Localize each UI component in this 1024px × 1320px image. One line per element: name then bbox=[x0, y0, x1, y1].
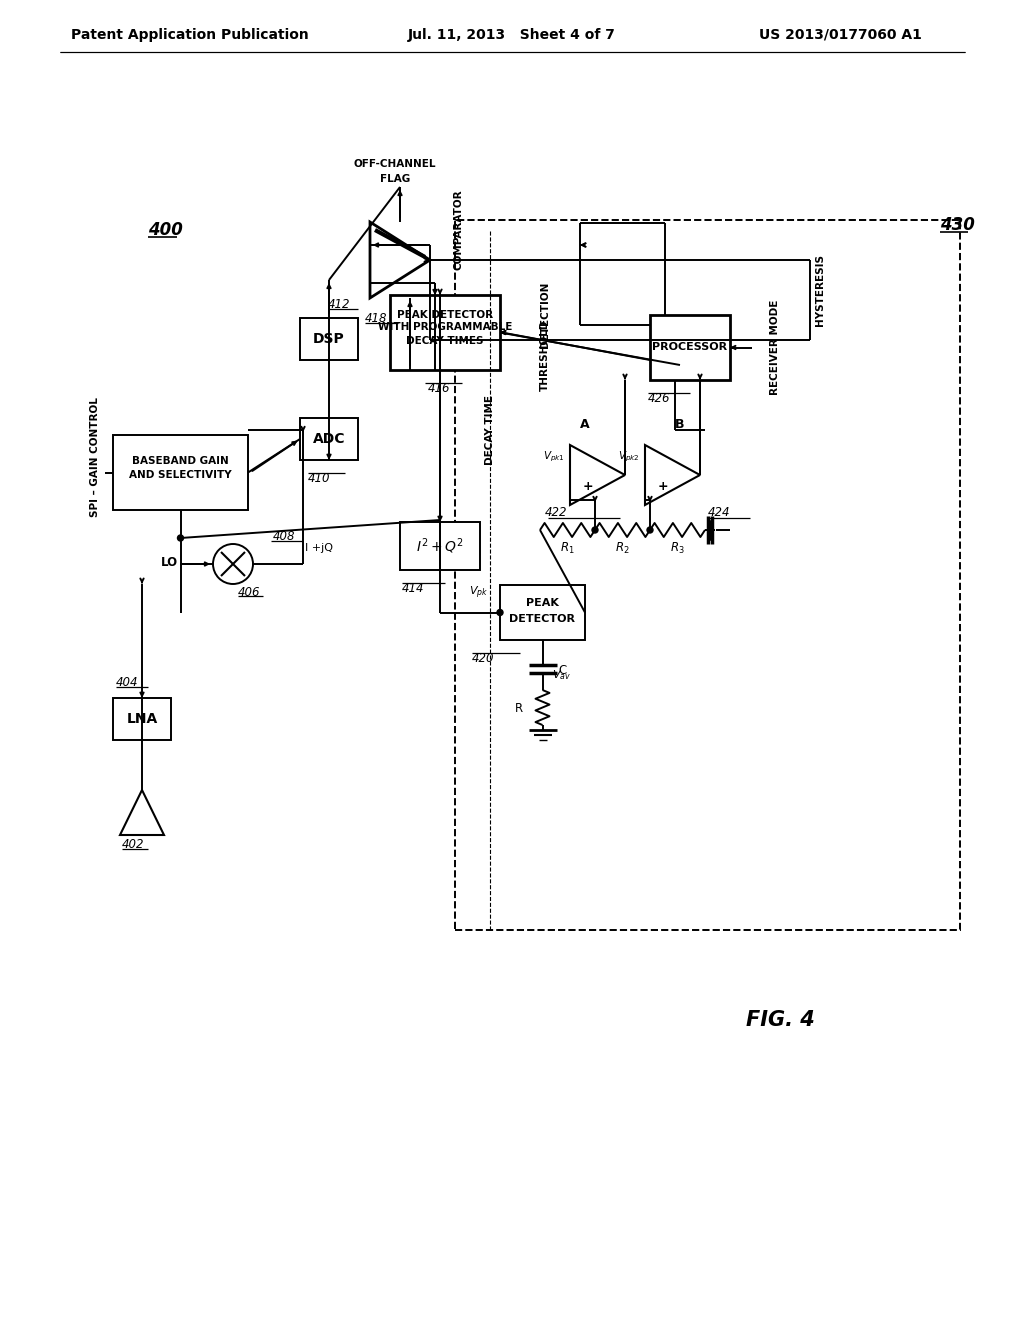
Text: BASEBAND GAIN: BASEBAND GAIN bbox=[132, 455, 229, 466]
Text: DETECTION: DETECTION bbox=[540, 281, 550, 348]
Text: 418: 418 bbox=[365, 312, 387, 325]
Text: THRESHOLD: THRESHOLD bbox=[540, 319, 550, 391]
Text: FIG. 4: FIG. 4 bbox=[745, 1010, 814, 1030]
Polygon shape bbox=[120, 789, 164, 836]
Text: PEAK: PEAK bbox=[526, 598, 559, 609]
Text: US 2013/0177060 A1: US 2013/0177060 A1 bbox=[759, 28, 922, 42]
Text: $R_2$: $R_2$ bbox=[614, 540, 630, 556]
Text: 430: 430 bbox=[940, 216, 975, 234]
Bar bbox=[300, 318, 358, 360]
Bar bbox=[500, 585, 585, 640]
Text: AND SELECTIVITY: AND SELECTIVITY bbox=[129, 470, 231, 479]
Text: WITH PROGRAMMABLE: WITH PROGRAMMABLE bbox=[378, 322, 512, 333]
Text: $V_{av}$: $V_{av}$ bbox=[553, 668, 571, 682]
Text: LO: LO bbox=[161, 556, 178, 569]
Text: 420: 420 bbox=[472, 652, 495, 664]
Text: +: + bbox=[583, 480, 593, 494]
Circle shape bbox=[592, 527, 598, 533]
Text: PROCESSOR: PROCESSOR bbox=[652, 342, 728, 352]
Text: HYSTERESIS: HYSTERESIS bbox=[815, 253, 825, 326]
Text: 426: 426 bbox=[648, 392, 671, 404]
Text: $I^2 + Q^2$: $I^2 + Q^2$ bbox=[416, 536, 464, 556]
Text: 402: 402 bbox=[122, 838, 144, 851]
Text: B: B bbox=[675, 418, 685, 432]
Text: DETECTOR: DETECTOR bbox=[510, 614, 575, 623]
Text: R: R bbox=[514, 701, 522, 714]
Text: Jul. 11, 2013   Sheet 4 of 7: Jul. 11, 2013 Sheet 4 of 7 bbox=[408, 28, 616, 42]
Text: 422: 422 bbox=[545, 507, 567, 520]
Text: PEAK DETECTOR: PEAK DETECTOR bbox=[397, 309, 494, 319]
Text: 406: 406 bbox=[238, 586, 260, 598]
Text: 408: 408 bbox=[273, 529, 296, 543]
Text: 410: 410 bbox=[308, 471, 331, 484]
Text: DECAY TIMES: DECAY TIMES bbox=[407, 337, 483, 346]
Text: $V_{pk2}$: $V_{pk2}$ bbox=[618, 450, 640, 465]
Text: 416: 416 bbox=[428, 381, 451, 395]
Bar bbox=[113, 436, 248, 510]
Text: FLAG: FLAG bbox=[380, 174, 411, 183]
Bar bbox=[300, 418, 358, 459]
Text: $R_3$: $R_3$ bbox=[670, 540, 684, 556]
Bar bbox=[455, 220, 961, 931]
Text: RECEIVER MODE: RECEIVER MODE bbox=[770, 300, 780, 395]
Text: ADC: ADC bbox=[312, 432, 345, 446]
Text: I +jQ: I +jQ bbox=[305, 543, 333, 553]
Text: 412: 412 bbox=[328, 297, 350, 310]
Text: 414: 414 bbox=[402, 582, 425, 594]
Text: DSP: DSP bbox=[313, 333, 345, 346]
Bar bbox=[650, 315, 730, 380]
Text: $R_1$: $R_1$ bbox=[560, 540, 574, 556]
Text: $V_{pk1}$: $V_{pk1}$ bbox=[543, 450, 565, 465]
Text: 424: 424 bbox=[708, 507, 730, 520]
Polygon shape bbox=[370, 222, 430, 298]
Text: COMPARATOR: COMPARATOR bbox=[453, 190, 463, 271]
Circle shape bbox=[647, 527, 653, 533]
Text: $V_{pk}$: $V_{pk}$ bbox=[469, 585, 488, 601]
Polygon shape bbox=[570, 445, 625, 506]
Text: Patent Application Publication: Patent Application Publication bbox=[71, 28, 309, 42]
Circle shape bbox=[497, 610, 503, 615]
Polygon shape bbox=[645, 445, 700, 506]
Text: +: + bbox=[657, 480, 669, 494]
Bar bbox=[113, 698, 171, 741]
Text: DECAY TIME: DECAY TIME bbox=[485, 395, 495, 465]
Text: C: C bbox=[558, 664, 566, 676]
Text: LNA: LNA bbox=[126, 711, 158, 726]
Text: 404: 404 bbox=[116, 676, 138, 689]
Text: 400: 400 bbox=[148, 220, 183, 239]
Bar bbox=[400, 521, 480, 570]
Circle shape bbox=[177, 535, 183, 541]
Text: SPI – GAIN CONTROL: SPI – GAIN CONTROL bbox=[90, 397, 100, 517]
Text: A: A bbox=[581, 418, 590, 432]
Text: OFF-CHANNEL: OFF-CHANNEL bbox=[353, 158, 436, 169]
Bar bbox=[390, 294, 500, 370]
Circle shape bbox=[213, 544, 253, 583]
